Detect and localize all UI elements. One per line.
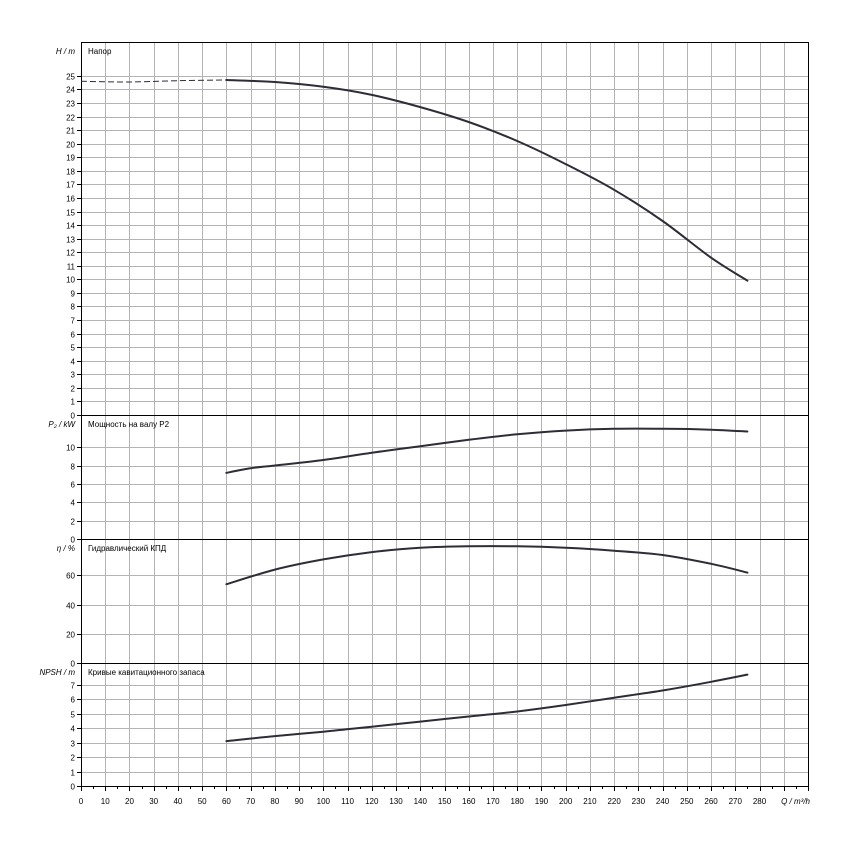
curve-layer [80, 79, 749, 743]
y-tick-label: 40 [66, 602, 75, 611]
y-tick-label: 0 [71, 536, 76, 545]
curve-line [225, 79, 749, 282]
y-tick-label: 5 [71, 344, 76, 353]
x-tick-label: 60 [222, 797, 231, 806]
y-tick-label: 20 [66, 631, 75, 640]
x-tick-label: 170 [486, 797, 500, 806]
x-tick-label: 190 [535, 797, 549, 806]
y-tick-label: 23 [66, 100, 75, 109]
x-tick-label: 180 [511, 797, 525, 806]
x-tick-label: 140 [414, 797, 428, 806]
curve-line [225, 545, 749, 586]
x-tick-label: 220 [607, 797, 621, 806]
x-axis-label: Q / m³/h [781, 797, 810, 806]
curve-dashed-segment [80, 79, 227, 83]
curve-line [225, 673, 749, 743]
grid-layer [81, 42, 808, 786]
y-tick-label: 19 [66, 154, 75, 163]
x-tick-label: 20 [125, 797, 134, 806]
y-tick-label: 25 [66, 73, 75, 82]
y-tick-label: 4 [71, 358, 76, 367]
y-tick-label: 11 [67, 263, 76, 272]
y-tick-label: 20 [66, 141, 75, 150]
y-tick-label: 1 [71, 769, 76, 778]
y-tick-label: 14 [66, 222, 75, 231]
y-tick-label: 4 [71, 499, 76, 508]
y-tick-label: 4 [71, 725, 76, 734]
x-tick-label: 70 [246, 797, 255, 806]
y-tick-label: 2 [71, 518, 76, 527]
x-tick-label: 30 [149, 797, 158, 806]
y-tick-label: 0 [71, 412, 76, 421]
x-tick-label: 160 [462, 797, 476, 806]
y-tick-label: 22 [66, 114, 75, 123]
y-tick-label: 6 [71, 331, 76, 340]
frame-layer [77, 42, 809, 791]
x-tick-label: 50 [198, 797, 207, 806]
x-tick-label: 270 [729, 797, 743, 806]
x-tick-label: 100 [317, 797, 331, 806]
y-tick-label: 15 [66, 209, 75, 218]
x-tick-label: 250 [680, 797, 694, 806]
y-tick-label: 2 [71, 754, 76, 763]
x-tick-label: 80 [270, 797, 279, 806]
y-tick-label: 7 [71, 317, 76, 326]
y-tick-label: 18 [66, 168, 75, 177]
x-tick-label: 110 [341, 797, 354, 806]
y-tick-label: 9 [71, 290, 76, 299]
y-tick-label: 60 [66, 572, 75, 581]
y-tick-label: 0 [71, 660, 76, 669]
y-tick-label: 3 [71, 740, 76, 749]
y-tick-label: 6 [71, 696, 76, 705]
x-tick-label: 0 [79, 797, 84, 806]
y-tick-label: 17 [66, 181, 75, 190]
x-tick-label: 260 [704, 797, 718, 806]
curve-line [225, 427, 749, 474]
x-tick-label: 200 [559, 797, 573, 806]
panel-title: Напор [88, 47, 112, 56]
y-tick-label: 10 [66, 276, 75, 285]
y-tick-label: 3 [71, 371, 76, 380]
y-tick-label: 16 [66, 195, 75, 204]
y-tick-label: 10 [66, 444, 75, 453]
x-tick-label: 10 [101, 797, 110, 806]
panel-title: Кривые кавитационного запаса [88, 668, 205, 677]
x-tick-label: 40 [173, 797, 182, 806]
panel-title: Мощность на валу P2 [88, 420, 170, 429]
x-tick-label: 90 [295, 797, 304, 806]
x-tick-label: 130 [389, 797, 403, 806]
x-tick-label: 120 [365, 797, 379, 806]
x-tick-label: 230 [632, 797, 646, 806]
y-tick-label: 1 [71, 398, 76, 407]
x-tick-label: 210 [583, 797, 597, 806]
panel-title: Гидравлический КПД [88, 544, 167, 553]
x-tick-label: 240 [656, 797, 670, 806]
x-tick-label: 150 [438, 797, 452, 806]
y-tick-label: 24 [66, 86, 75, 95]
y-axis-label: η / % [57, 544, 75, 553]
y-tick-label: 5 [71, 711, 76, 720]
y-tick-label: 13 [66, 236, 75, 245]
y-tick-label: 8 [71, 463, 76, 472]
y-axis-label: P₂ / kW [48, 420, 76, 429]
y-axis-label: H / m [56, 47, 75, 56]
label-layer: 0123456789101112131415161718192021222324… [39, 47, 810, 806]
y-tick-label: 8 [71, 303, 76, 312]
y-tick-label: 6 [71, 481, 76, 490]
y-axis-label: NPSH / m [39, 668, 75, 677]
y-tick-label: 2 [71, 385, 76, 394]
y-tick-label: 7 [71, 682, 76, 691]
y-tick-label: 12 [66, 249, 75, 258]
y-tick-label: 21 [66, 127, 75, 136]
x-tick-label: 280 [753, 797, 767, 806]
y-tick-label: 0 [71, 783, 76, 792]
